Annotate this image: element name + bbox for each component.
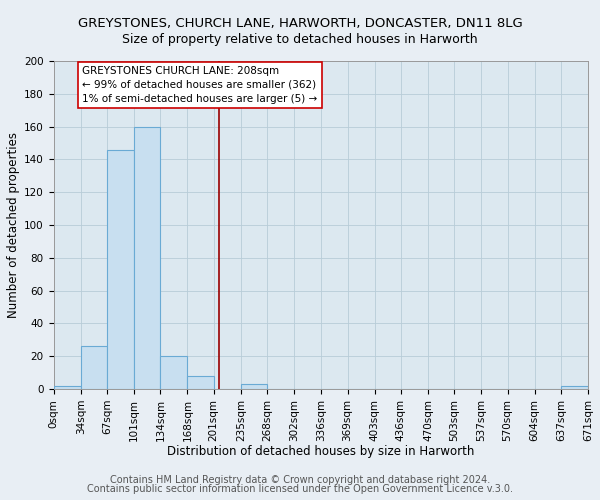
- Bar: [187, 376, 214, 389]
- Text: Contains HM Land Registry data © Crown copyright and database right 2024.: Contains HM Land Registry data © Crown c…: [110, 475, 490, 485]
- Bar: [561, 386, 588, 389]
- Bar: [241, 384, 267, 389]
- Bar: [107, 150, 134, 389]
- Bar: [80, 346, 107, 389]
- X-axis label: Distribution of detached houses by size in Harworth: Distribution of detached houses by size …: [167, 445, 475, 458]
- Text: GREYSTONES CHURCH LANE: 208sqm
← 99% of detached houses are smaller (362)
1% of : GREYSTONES CHURCH LANE: 208sqm ← 99% of …: [82, 66, 317, 104]
- Y-axis label: Number of detached properties: Number of detached properties: [7, 132, 20, 318]
- Text: Contains public sector information licensed under the Open Government Licence v.: Contains public sector information licen…: [87, 484, 513, 494]
- Bar: [53, 386, 80, 389]
- Bar: [134, 126, 160, 389]
- Bar: [160, 356, 187, 389]
- Text: GREYSTONES, CHURCH LANE, HARWORTH, DONCASTER, DN11 8LG: GREYSTONES, CHURCH LANE, HARWORTH, DONCA…: [77, 18, 523, 30]
- Text: Size of property relative to detached houses in Harworth: Size of property relative to detached ho…: [122, 32, 478, 46]
